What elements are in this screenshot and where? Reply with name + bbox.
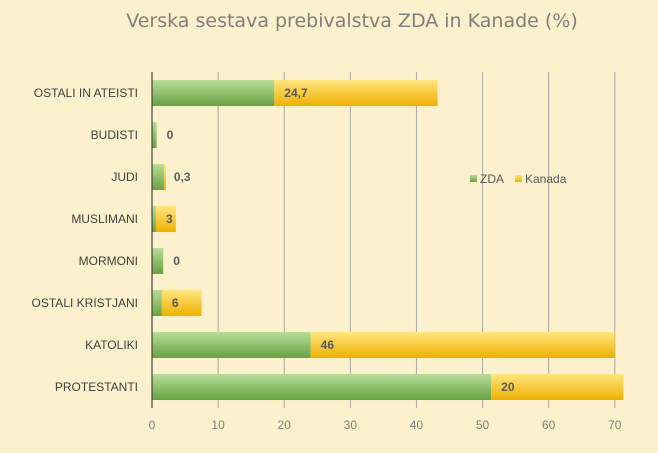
x-tick-label: 40 — [410, 418, 424, 432]
data-labels: 24,7 0 0,3 3 0 6 46 20 — [166, 86, 515, 394]
data-label: 6 — [172, 296, 179, 310]
data-label: 46 — [321, 338, 335, 352]
bars — [152, 79, 624, 401]
bar-kanada — [491, 373, 624, 401]
category-label: OSTALI KRISTJANI — [32, 296, 138, 310]
x-tick-label: 0 — [149, 418, 156, 432]
category-label: KATOLIKI — [85, 338, 138, 352]
data-label: 24,7 — [284, 86, 308, 100]
bar-kanada — [163, 163, 166, 191]
bar-zda — [152, 373, 492, 401]
bar-zda — [152, 289, 162, 317]
legend-label: ZDA — [480, 172, 504, 186]
x-tick-label: 70 — [608, 418, 622, 432]
data-label: 20 — [501, 380, 515, 394]
bar-kanada — [155, 205, 176, 233]
category-label: MORMONI — [79, 254, 138, 268]
bar-kanada — [274, 79, 438, 107]
category-labels: OSTALI IN ATEISTI BUDISTI JUDI MUSLIMANI MOR… — [32, 86, 138, 394]
bar-zda — [152, 205, 156, 233]
bar-zda — [152, 331, 311, 359]
bar-zda — [152, 79, 275, 107]
legend-label: Kanada — [525, 172, 567, 186]
chart-title: Verska sestava prebivalstva ZDA in Kanad… — [126, 10, 578, 32]
category-label: JUDI — [111, 170, 138, 184]
legend-swatch-kanada — [515, 175, 522, 182]
legend: ZDA Kanada — [470, 172, 567, 186]
x-tick-label: 30 — [344, 418, 358, 432]
x-tick-label: 10 — [211, 418, 225, 432]
bar-kanada — [161, 289, 202, 317]
bar-kanada — [310, 331, 615, 359]
data-label: 0 — [173, 254, 180, 268]
data-label: 3 — [166, 212, 173, 226]
x-tick-label: 50 — [476, 418, 490, 432]
category-label: BUDISTI — [91, 128, 138, 142]
bar-zda — [152, 163, 164, 191]
category-label: MUSLIMANI — [71, 212, 138, 226]
data-label: 0 — [167, 128, 174, 142]
category-label: OSTALI IN ATEISTI — [34, 86, 138, 100]
category-label: PROTESTANTI — [55, 380, 138, 394]
legend-swatch-zda — [470, 175, 477, 182]
bar-zda — [152, 121, 157, 149]
x-tick-label: 60 — [542, 418, 556, 432]
x-axis-ticks: 0 10 20 30 40 50 60 70 — [149, 418, 622, 432]
bar-zda — [152, 247, 164, 275]
data-label: 0,3 — [174, 170, 191, 184]
x-tick-label: 20 — [278, 418, 292, 432]
gridlines — [217, 72, 616, 408]
